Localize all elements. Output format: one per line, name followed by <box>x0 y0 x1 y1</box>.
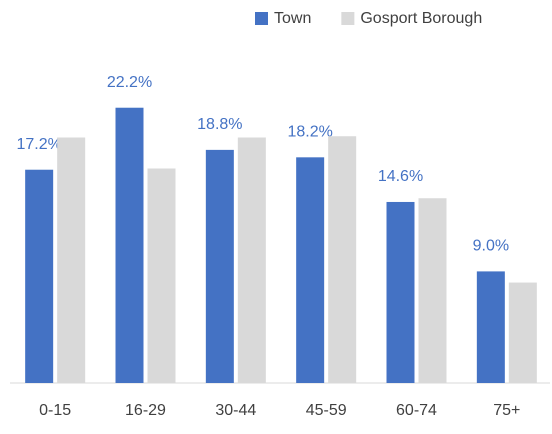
bar <box>25 169 54 383</box>
bar <box>205 149 234 383</box>
data-label: 18.8% <box>197 116 242 133</box>
x-tick-label: 75+ <box>493 402 520 419</box>
legend: Town Gosport Borough <box>255 10 482 27</box>
bar <box>508 282 537 383</box>
data-label: 14.6% <box>378 168 423 185</box>
legend-label: Town <box>274 10 311 27</box>
data-label: 17.2% <box>16 136 61 153</box>
x-tick-label: 30-44 <box>215 402 256 419</box>
bar <box>147 168 176 383</box>
x-tick-label: 0-15 <box>39 402 71 419</box>
bar <box>418 198 447 383</box>
x-tick-label: 60-74 <box>396 402 437 419</box>
bar <box>386 201 415 383</box>
x-tick-label: 16-29 <box>125 402 166 419</box>
legend-swatch <box>341 12 355 25</box>
bar <box>328 136 357 383</box>
legend-label: Gosport Borough <box>360 10 482 27</box>
bar <box>296 157 325 383</box>
bar <box>115 107 144 383</box>
legend-swatch <box>255 12 268 25</box>
x-tick-label: 45-59 <box>306 402 347 419</box>
data-label: 9.0% <box>473 238 509 255</box>
bar <box>237 137 266 383</box>
bar <box>476 271 505 383</box>
data-label: 18.2% <box>287 124 332 141</box>
data-label: 22.2% <box>107 74 152 91</box>
bar <box>57 137 86 383</box>
